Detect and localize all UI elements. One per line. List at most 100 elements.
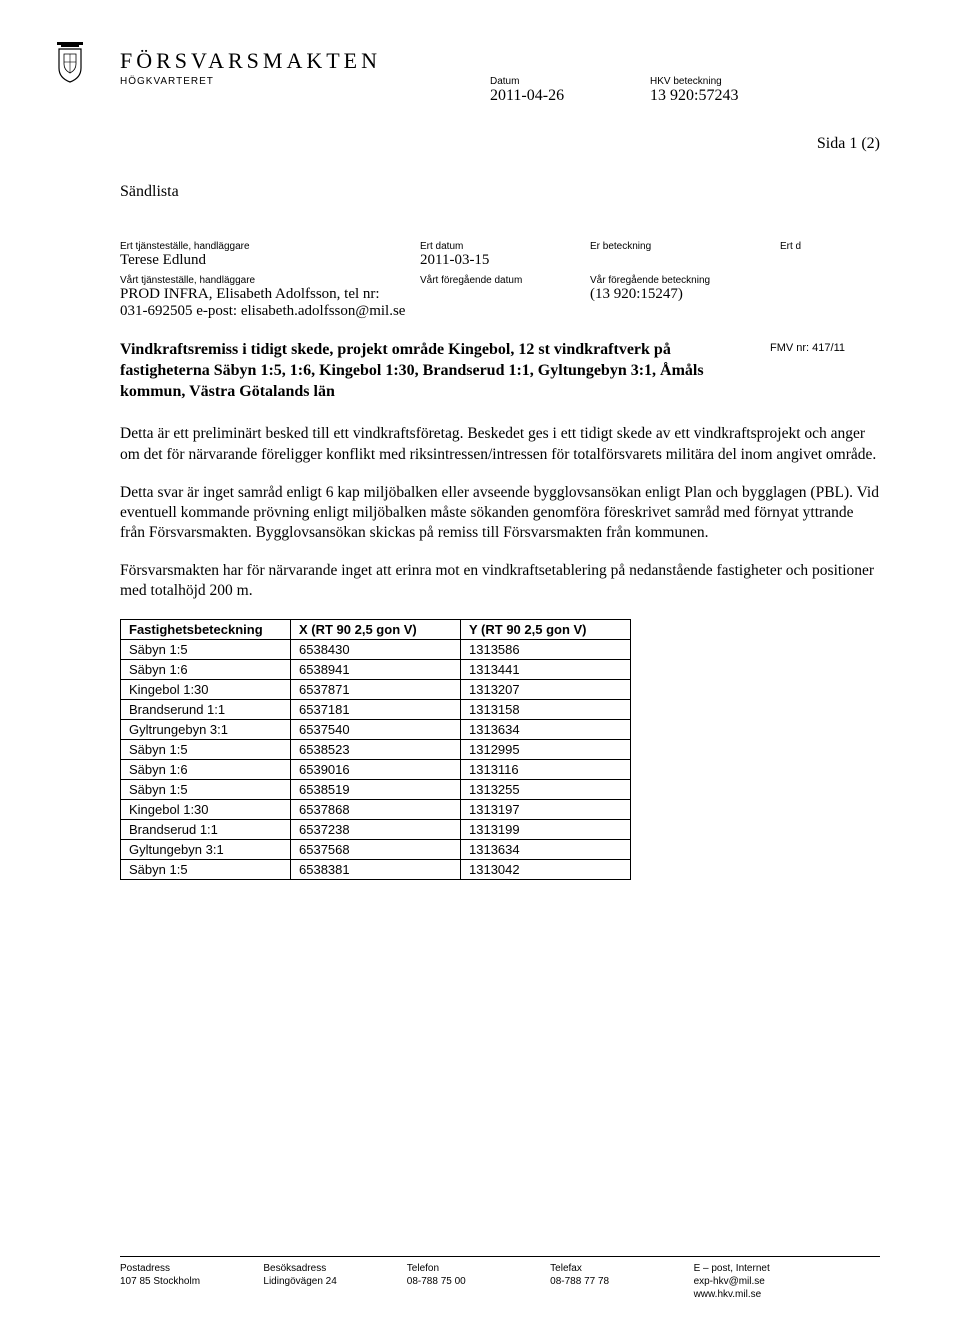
table-cell: Brandserud 1:1	[121, 820, 291, 840]
table-row: Brandserund 1:165371811313158	[121, 700, 631, 720]
table-row: Säbyn 1:665390161313116	[121, 760, 631, 780]
ref-value	[780, 252, 830, 269]
footer-label: Postadress	[120, 1263, 263, 1274]
footer-value: Lidingövägen 24	[263, 1276, 406, 1287]
table-cell: Säbyn 1:5	[121, 780, 291, 800]
footer-divider	[120, 1256, 880, 1257]
table-row: Gyltungebyn 3:165375681313634	[121, 840, 631, 860]
table-row: Säbyn 1:565383811313042	[121, 860, 631, 880]
table-cell: 1313441	[461, 660, 631, 680]
table-header-row: FastighetsbeteckningX (RT 90 2,5 gon V)Y…	[121, 620, 631, 640]
paragraph: Detta är ett preliminärt besked till ett…	[120, 424, 880, 464]
table-cell: 1313042	[461, 860, 631, 880]
table-cell: Brandserund 1:1	[121, 700, 291, 720]
footer-column: Telefon 08-788 75 00	[407, 1263, 550, 1300]
table-cell: 1313586	[461, 640, 631, 660]
footer-label: E – post, Internet	[694, 1263, 880, 1274]
table-cell: 1313199	[461, 820, 631, 840]
table-cell: 6537568	[291, 840, 461, 860]
footer-label: Besöksadress	[263, 1263, 406, 1274]
table-cell: 6538430	[291, 640, 461, 660]
table-cell: 6537868	[291, 800, 461, 820]
reference-block: Ert tjänsteställe, handläggare Ert datum…	[120, 241, 880, 320]
footer-column: Besöksadress Lidingövägen 24	[263, 1263, 406, 1300]
table-row: Säbyn 1:565385191313255	[121, 780, 631, 800]
sandlista-heading: Sändlista	[120, 183, 880, 201]
footer-column: Telefax 08-788 77 78	[550, 1263, 693, 1300]
table-row: Säbyn 1:565384301313586	[121, 640, 631, 660]
table-row: Kingebol 1:3065378681313197	[121, 800, 631, 820]
sub-org: HÖGKVARTERET	[120, 76, 490, 87]
table-cell: 6538381	[291, 860, 461, 880]
table-cell: Gyltungebyn 3:1	[121, 840, 291, 860]
table-cell: 1313634	[461, 840, 631, 860]
hkv-value: 13 920:57243	[650, 87, 810, 105]
table-cell: 6537238	[291, 820, 461, 840]
footer-label: Telefon	[407, 1263, 550, 1274]
datum-label: Datum	[490, 76, 650, 87]
table-row: Kingebol 1:3065378711313207	[121, 680, 631, 700]
ref-label: Ert tjänsteställe, handläggare	[120, 241, 420, 252]
table-cell: 1313634	[461, 720, 631, 740]
shield-icon	[51, 40, 89, 84]
ref-value: Terese Edlund	[120, 252, 420, 269]
table-cell: 6537871	[291, 680, 461, 700]
org-logo	[40, 40, 100, 89]
ref-value	[420, 286, 590, 320]
document-title: Vindkraftsremiss i tidigt skede, projekt…	[120, 340, 750, 402]
paragraph: Försvarsmakten har för närvarande inget …	[120, 561, 880, 601]
ref-label: Vår föregående beteckning	[590, 275, 780, 286]
footer-value: www.hkv.mil.se	[694, 1289, 880, 1300]
ref-value: 2011-03-15	[420, 252, 590, 269]
footer-label: Telefax	[550, 1263, 693, 1274]
table-cell: 1312995	[461, 740, 631, 760]
ref-label: Ert datum	[420, 241, 590, 252]
table-cell: 1313207	[461, 680, 631, 700]
fmv-number: FMV nr: 417/11	[770, 340, 880, 402]
footer-value: 08-788 77 78	[550, 1276, 693, 1287]
table-row: Säbyn 1:565385231312995	[121, 740, 631, 760]
footer-value: 107 85 Stockholm	[120, 1276, 263, 1287]
table-row: Säbyn 1:665389411313441	[121, 660, 631, 680]
table-cell: 1313197	[461, 800, 631, 820]
table-header-cell: Fastighetsbeteckning	[121, 620, 291, 640]
table-cell: Kingebol 1:30	[121, 800, 291, 820]
datum-value: 2011-04-26	[490, 87, 650, 105]
table-cell: Säbyn 1:6	[121, 660, 291, 680]
table-cell: 6539016	[291, 760, 461, 780]
ref-label: Er beteckning	[590, 241, 780, 252]
table-header-cell: Y (RT 90 2,5 gon V)	[461, 620, 631, 640]
table-cell: 1313255	[461, 780, 631, 800]
table-cell: Gyltrungebyn 3:1	[121, 720, 291, 740]
paragraph: Detta svar är inget samråd enligt 6 kap …	[120, 483, 880, 543]
table-cell: Säbyn 1:5	[121, 740, 291, 760]
table-cell: 6538941	[291, 660, 461, 680]
header: FÖRSVARSMAKTEN HÖGKVARTERET Datum 2011-0…	[120, 48, 880, 105]
footer-value: 08-788 75 00	[407, 1276, 550, 1287]
footer-column: E – post, Internet exp-hkv@mil.se www.hkv.…	[694, 1263, 880, 1300]
table-cell: Säbyn 1:5	[121, 640, 291, 660]
table-cell: 6538523	[291, 740, 461, 760]
table-row: Gyltrungebyn 3:165375401313634	[121, 720, 631, 740]
table-cell: 6537540	[291, 720, 461, 740]
table-row: Brandserud 1:165372381313199	[121, 820, 631, 840]
ref-value: PROD INFRA, Elisabeth Adolfsson, tel nr:…	[120, 286, 420, 320]
table-cell: 1313116	[461, 760, 631, 780]
table-cell: Säbyn 1:6	[121, 760, 291, 780]
table-cell: 1313158	[461, 700, 631, 720]
footer-value: exp-hkv@mil.se	[694, 1276, 880, 1287]
ref-value: (13 920:15247)	[590, 286, 780, 320]
ref-label: Ert d	[780, 241, 830, 252]
footer-column: Postadress 107 85 Stockholm	[120, 1263, 263, 1300]
ref-label: Vårt föregående datum	[420, 275, 590, 286]
table-cell: 6538519	[291, 780, 461, 800]
table-cell: 6537181	[291, 700, 461, 720]
table-cell: Kingebol 1:30	[121, 680, 291, 700]
ref-value	[590, 252, 780, 269]
footer: Postadress 107 85 StockholmBesöksadress Li…	[120, 1256, 880, 1300]
hkv-label: HKV beteckning	[650, 76, 810, 87]
ref-label: Vårt tjänsteställe, handläggare	[120, 275, 420, 286]
org-name: FÖRSVARSMAKTEN	[120, 48, 880, 74]
table-header-cell: X (RT 90 2,5 gon V)	[291, 620, 461, 640]
page-indicator: Sida 1 (2)	[120, 135, 880, 153]
